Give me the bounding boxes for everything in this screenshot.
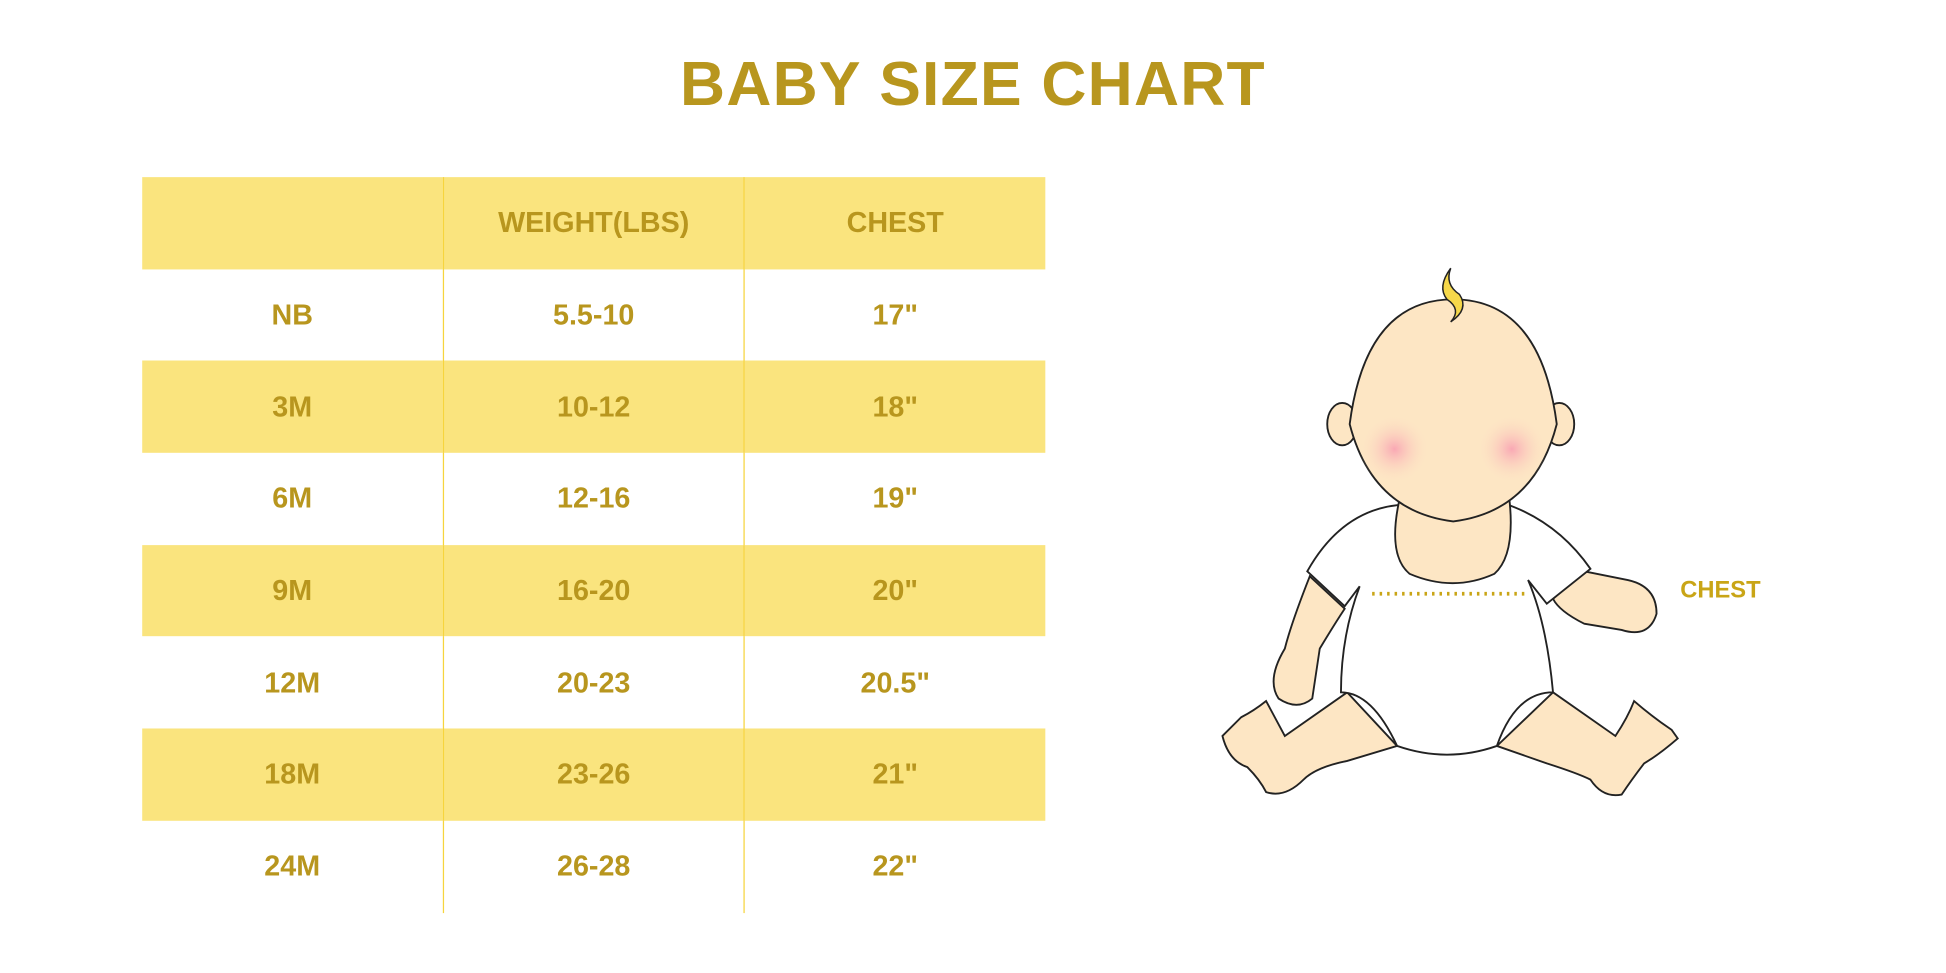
table-row: 3M 10-12 18" — [142, 360, 1046, 453]
size-cell: 3M — [142, 360, 443, 453]
size-cell: 24M — [264, 849, 321, 883]
weight-cell: 16-20 — [442, 544, 745, 637]
weight-cell: 5.5-10 — [442, 269, 745, 361]
chest-cell: 19" — [743, 452, 1046, 545]
weight-cell: 23-26 — [442, 728, 745, 821]
table-row: NB 5.5-10 17" — [142, 269, 1046, 361]
table-header-row: WEIGHT(LBS) CHEST — [142, 177, 1046, 270]
weight-cell: 10-12 — [442, 360, 745, 453]
table-row: 12M 20-23 20.5" — [142, 636, 1046, 729]
weight-cell: 20-23 — [442, 636, 745, 729]
chest-cell: 17" — [743, 269, 1046, 361]
table-row: 24M 26-28 22" — [142, 820, 1046, 913]
weight-cell: 12-16 — [442, 452, 745, 545]
header-size — [142, 177, 443, 270]
table-row: 9M 16-20 20" — [142, 544, 1046, 637]
size-cell: 9M — [142, 544, 443, 637]
chest-measure-label: CHEST — [1680, 577, 1761, 604]
table-row: 18M 23-26 21" — [142, 728, 1046, 821]
page-title: BABY SIZE CHART — [680, 48, 1266, 119]
size-cell: 18M — [142, 728, 443, 821]
header-chest: CHEST — [743, 177, 1046, 270]
size-cell: 6M — [272, 482, 313, 515]
header-weight: WEIGHT(LBS) — [442, 177, 745, 270]
chest-cell: 22" — [743, 820, 1046, 913]
chest-cell: 18" — [743, 360, 1046, 453]
hair-curl — [1442, 267, 1464, 323]
table-row: 6M 12-16 19" — [142, 452, 1046, 545]
size-cell: NB — [271, 298, 313, 331]
chest-cell: 20.5" — [743, 636, 1046, 729]
weight-cell: 26-28 — [442, 820, 745, 913]
chest-cell: 21" — [743, 728, 1046, 821]
size-cell: 12M — [264, 665, 321, 699]
size-table: WEIGHT(LBS) CHEST NB 5.5-10 17" 3M 10-12 18"… — [142, 177, 1046, 913]
chest-cell: 20" — [743, 544, 1046, 637]
